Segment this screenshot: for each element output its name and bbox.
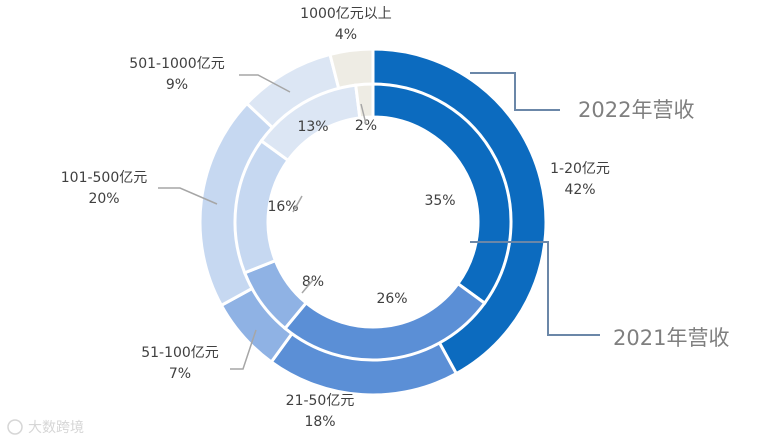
category-label-5: 1000亿元以上 <box>300 6 392 22</box>
inner-slice-5 <box>354 82 375 120</box>
outer-value-label-5: 4% <box>335 27 357 43</box>
outer-value-label-3: 20% <box>88 191 119 207</box>
inner-value-label-1: 26% <box>376 291 407 307</box>
watermark: 大数跨境 <box>7 419 84 436</box>
series-callout-line-2022 <box>470 72 560 111</box>
inner-leader-line-1 <box>292 195 303 213</box>
inner-value-label-0: 35% <box>424 193 455 209</box>
category-label-1: 21-50亿元 <box>286 393 355 409</box>
inner-value-label-3: 16% <box>267 199 298 215</box>
outer-value-label-4: 9% <box>166 77 188 93</box>
inner-ring-2021 <box>233 82 513 362</box>
series-label-2022: 2022年营收 <box>578 98 694 122</box>
outer-leader-line-1 <box>158 187 218 205</box>
category-label-4: 501-1000亿元 <box>129 56 224 72</box>
outer-value-label-2: 7% <box>169 366 191 382</box>
outer-value-label-0: 42% <box>564 182 595 198</box>
outer-leader-line-0 <box>230 329 257 370</box>
outer-ring-labels: 1-20亿元 42% 21-50亿元 18% 51-100亿元 7% 101-500亿元 20… <box>61 6 610 430</box>
category-label-2: 51-100亿元 <box>141 345 219 361</box>
category-label-0: 1-20亿元 <box>550 161 610 177</box>
outer-value-label-1: 18% <box>304 414 335 430</box>
watermark-logo-icon <box>7 419 23 435</box>
series-callout-line-2021 <box>470 241 600 336</box>
inner-leader-line-0 <box>301 279 314 294</box>
inner-ring-labels: 35% 26% 8% 16% 13% 2% <box>267 103 456 307</box>
series-label-2021: 2021年营收 <box>613 326 729 350</box>
inner-value-label-2: 8% <box>302 274 324 290</box>
inner-leader-line-2 <box>360 103 367 125</box>
watermark-text: 大数跨境 <box>28 420 84 436</box>
inner-value-label-5: 2% <box>355 118 377 134</box>
category-label-3: 101-500亿元 <box>61 170 148 186</box>
inner-value-label-4: 13% <box>297 119 328 135</box>
outer-leader-line-2 <box>239 74 291 93</box>
